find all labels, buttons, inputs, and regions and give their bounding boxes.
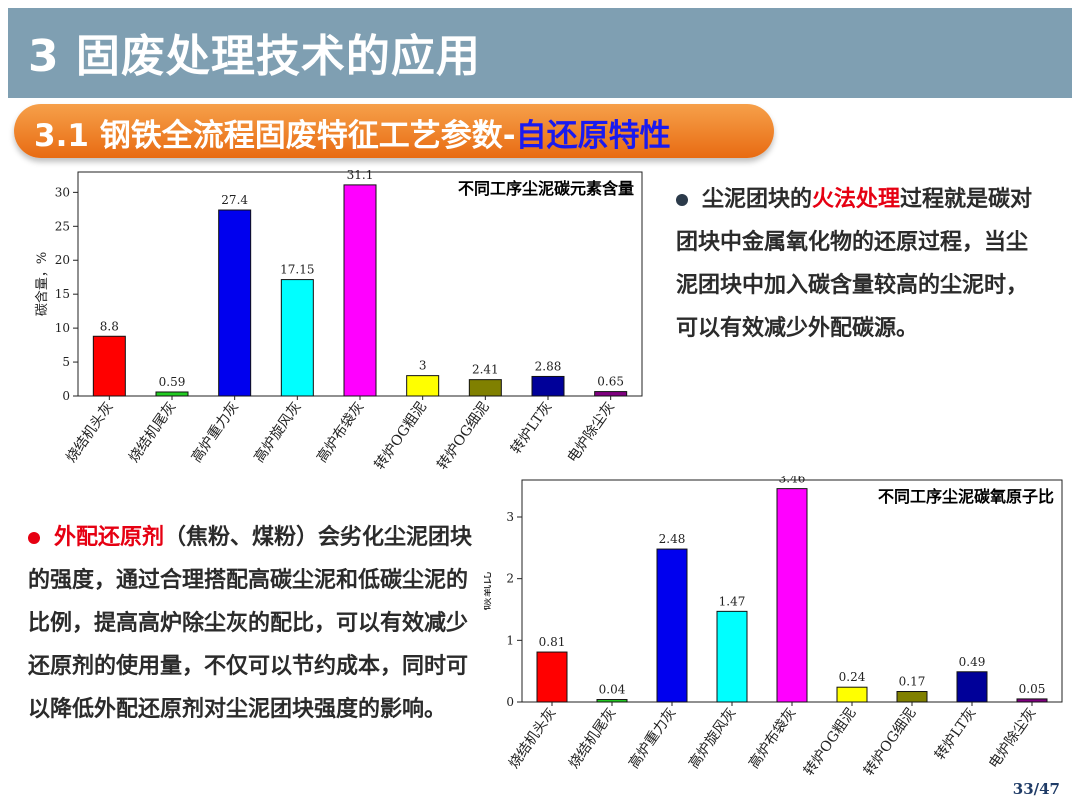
bar: [1016, 698, 1048, 703]
x-tick-label: 高炉布袋灰: [745, 705, 799, 772]
x-tick-label: 烧结机尾灰: [126, 399, 179, 466]
y-tick-label: 10: [55, 321, 70, 335]
bar-value-label: 0.49: [959, 655, 986, 669]
carbon-oxygen-ratio-chart-svg: 不同工序尘泥碳氧原子比 0 1 2 3 碳氧比 0.81 烧结机头灰 0.04 烧结机尾灰 2.48…: [479, 472, 1063, 779]
bar-value-label: 0.81: [539, 635, 566, 649]
bar: [343, 184, 377, 397]
bar-value-label: 31.1: [347, 168, 374, 182]
bar-value-label: 2.88: [535, 359, 562, 373]
x-tick-label: 高炉布袋灰: [313, 399, 367, 466]
bullet2-highlight: 外配还原剂: [54, 525, 165, 550]
x-tick-label: 高炉重力灰: [188, 399, 242, 466]
bar: [956, 671, 988, 703]
bar-value-label: 1.47: [719, 594, 746, 608]
section-title-highlight: 自还原特性: [515, 118, 671, 154]
x-tick-label: 电炉除尘灰: [986, 705, 1039, 772]
bar-value-label: 2.48: [659, 532, 686, 546]
bullet1-highlight: 火法处理: [812, 187, 901, 212]
x-tick-label: 转炉OG粗泥: [801, 705, 859, 776]
bullet-fire-treatment: 尘泥团块的火法处理过程就是碳对团块中金属氧化物的还原过程，当尘泥团块中加入碳含量…: [676, 178, 1046, 350]
bullet-dot-icon: [28, 532, 40, 544]
bar: [596, 699, 628, 703]
bar: [836, 686, 868, 703]
x-tick-label: 转炉OG细泥: [861, 705, 919, 776]
carbon-oxygen-ratio-chart: 不同工序尘泥碳氧原子比 0 1 2 3 碳氧比 0.81 烧结机头灰 0.04 烧结机尾灰 2.48…: [479, 472, 1064, 779]
bullet1-post: 过程就是碳对团块中金属氧化物的还原过程，当尘泥团块中加入碳含量较高的尘泥时，可以…: [676, 187, 1033, 341]
bar: [896, 691, 928, 703]
bullet-dot-icon: [676, 194, 688, 206]
bar-value-label: 0.59: [159, 375, 186, 389]
carbon-content-chart-svg: 不同工序尘泥碳元素含量 0 5 10 15 20 25 30 碳含量，% 8.8 烧结机头灰 0.59…: [34, 168, 643, 473]
y-tick-label: 0: [506, 695, 514, 709]
y-tick-label: 3: [506, 510, 514, 524]
chart-title: 不同工序尘泥碳元素含量: [458, 179, 634, 198]
bar-value-label: 2.41: [472, 363, 499, 377]
bullet1-pre: 尘泥团块的: [702, 187, 813, 212]
section-banner: 3.1 钢铁全流程固废特征工艺参数-自还原特性: [14, 104, 774, 158]
bar: [716, 610, 748, 703]
bar-value-label: 27.4: [221, 193, 248, 207]
y-tick-label: 0: [62, 389, 70, 403]
x-tick-label: 转炉OG粗泥: [372, 399, 430, 473]
bar: [776, 488, 808, 703]
carbon-content-chart: 不同工序尘泥碳元素含量 0 5 10 15 20 25 30 碳含量，% 8.8 烧结机头灰 0.59…: [34, 168, 644, 478]
bar-value-label: 3: [419, 359, 427, 373]
bar: [536, 651, 568, 703]
y-tick-label: 5: [62, 355, 70, 369]
y-tick-label: 20: [55, 253, 70, 267]
bar: [656, 548, 688, 703]
bar: [155, 391, 189, 397]
y-tick-label: 2: [506, 572, 514, 586]
bar: [218, 209, 252, 397]
x-tick-label: 电炉除尘灰: [565, 399, 618, 466]
x-tick-label: 烧结机头灰: [63, 399, 116, 466]
x-tick-label: 烧结机头灰: [506, 705, 559, 772]
bar: [406, 375, 440, 397]
bar: [92, 335, 126, 397]
section-title-main: 3.1 钢铁全流程固废特征工艺参数-: [34, 118, 516, 154]
x-tick-label: 高炉重力灰: [625, 705, 679, 772]
bar: [468, 379, 502, 397]
bar-value-label: 0.04: [599, 683, 626, 697]
bar-value-label: 3.46: [779, 476, 806, 486]
y-tick-label: 30: [55, 185, 70, 199]
x-tick-label: 高炉旋风灰: [251, 399, 305, 466]
y-tick-label: 1: [506, 633, 514, 647]
section-title: 3.1 钢铁全流程固废特征工艺参数-自还原特性: [34, 110, 671, 155]
bullet2-post: （焦粉、煤粉）会劣化尘泥团块的强度，通过合理搭配高碳尘泥和低碳尘泥的比例，提高高…: [28, 525, 473, 722]
y-axis-label: 碳氧比: [484, 571, 494, 610]
x-tick-label: 烧结机尾灰: [566, 705, 619, 772]
page-number: 33/47: [1012, 780, 1060, 798]
y-axis-label: 碳含量，%: [34, 252, 50, 316]
bar-value-label: 8.8: [100, 319, 119, 333]
bar: [280, 279, 314, 397]
y-tick-label: 15: [55, 287, 70, 301]
chart-title: 不同工序尘泥碳氧原子比: [878, 487, 1054, 506]
bar: [594, 391, 628, 397]
page-title: 3 固废处理技术的应用: [28, 31, 481, 82]
bullet-external-reductant: 外配还原剂（焦粉、煤粉）会劣化尘泥团块的强度，通过合理搭配高碳尘泥和低碳尘泥的比…: [28, 516, 480, 731]
title-bar: 3 固废处理技术的应用: [8, 8, 1072, 98]
bar-value-label: 0.05: [1019, 682, 1046, 696]
bar-value-label: 17.15: [280, 263, 314, 277]
bar: [531, 375, 565, 397]
x-tick-label: 转炉LT灰: [932, 705, 979, 763]
bar-value-label: 0.17: [899, 675, 926, 689]
bar-value-label: 0.24: [839, 670, 866, 684]
y-tick-label: 25: [55, 219, 70, 233]
x-tick-label: 高炉旋风灰: [685, 705, 739, 772]
x-tick-label: 转炉LT灰: [508, 399, 555, 457]
bar-value-label: 0.65: [597, 375, 624, 389]
x-tick-label: 转炉OG细泥: [434, 399, 492, 473]
